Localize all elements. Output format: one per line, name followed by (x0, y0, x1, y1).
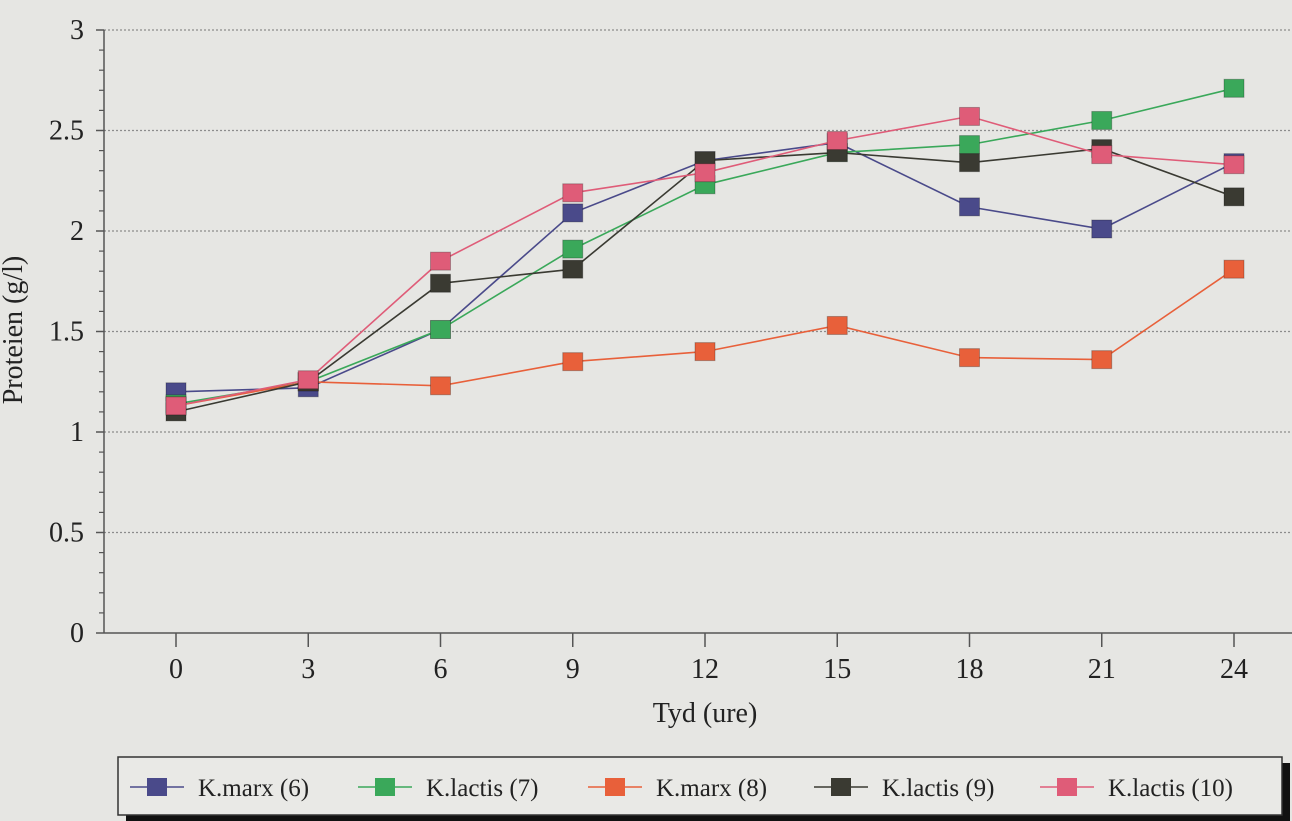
data-point (1091, 145, 1113, 165)
data-point (826, 131, 848, 151)
data-point (694, 163, 716, 183)
data-point (1223, 155, 1245, 175)
legend-marker (375, 778, 395, 796)
data-point (430, 376, 451, 396)
x-tick-label: 9 (566, 654, 580, 685)
data-point (430, 319, 451, 339)
y-tick-label: 0 (70, 618, 84, 649)
y-axis-title: Proteien (g/l) (0, 256, 29, 405)
data-point (562, 203, 584, 223)
legend-marker (831, 778, 851, 796)
data-point (1091, 350, 1113, 370)
x-tick-label: 24 (1220, 654, 1248, 685)
data-point (562, 352, 584, 372)
y-tick-label: 2 (70, 216, 84, 247)
data-point (959, 135, 980, 155)
legend-marker (605, 778, 625, 796)
legend-label: K.lactis (7) (426, 775, 538, 802)
grid-lines (104, 29, 1292, 534)
tick-labels: 0 0.5 1 1.5 2 2.5 3 0 3 6 9 12 15 18 21 24 (49, 15, 1248, 685)
data-point (826, 315, 848, 335)
y-tick-label: 0.5 (49, 518, 84, 549)
x-tick-label: 0 (169, 654, 183, 685)
x-tick-label: 15 (823, 654, 851, 685)
y-tick-label: 2.5 (49, 116, 84, 147)
y-tick-label: 1 (70, 417, 84, 448)
data-point (1223, 78, 1245, 98)
legend-label: K.marx (6) (198, 775, 309, 802)
data-point (562, 259, 584, 279)
data-point (430, 273, 451, 293)
x-tick-label: 12 (691, 654, 719, 685)
y-tick-label: 3 (70, 15, 84, 46)
x-tick-label: 6 (434, 654, 448, 685)
legend-marker (1057, 778, 1077, 796)
data-point (165, 396, 187, 416)
data-point (562, 183, 584, 203)
data-point (1091, 110, 1113, 130)
series-line (175, 268, 1235, 407)
x-tick-label: 3 (301, 654, 315, 685)
x-tick-label: 21 (1088, 654, 1116, 685)
y-tick-label: 1.5 (49, 317, 84, 348)
data-point (297, 370, 319, 390)
axes (96, 29, 1292, 647)
data-point (959, 348, 980, 368)
legend: K.marx (6) K.lactis (7) K.marx (8) K.lactis… (117, 756, 1290, 821)
data-point (959, 197, 980, 217)
series-3 (165, 259, 1245, 416)
legend-label: K.lactis (9) (882, 775, 994, 802)
data-point (1223, 259, 1245, 279)
data-point (959, 153, 980, 173)
data-point (1091, 219, 1113, 239)
legend-marker (147, 778, 167, 796)
data-point (1223, 187, 1245, 207)
legend-label: K.marx (8) (656, 775, 767, 802)
data-point (430, 251, 451, 271)
data-point (959, 106, 980, 126)
x-axis-title: Tyd (ure) (653, 698, 758, 729)
data-point (562, 239, 584, 259)
legend-label: K.lactis (10) (1108, 775, 1233, 802)
series-5 (165, 106, 1245, 416)
series (165, 78, 1245, 422)
x-tick-label: 18 (956, 654, 984, 685)
legend-box (117, 756, 1283, 816)
data-point (694, 342, 716, 362)
